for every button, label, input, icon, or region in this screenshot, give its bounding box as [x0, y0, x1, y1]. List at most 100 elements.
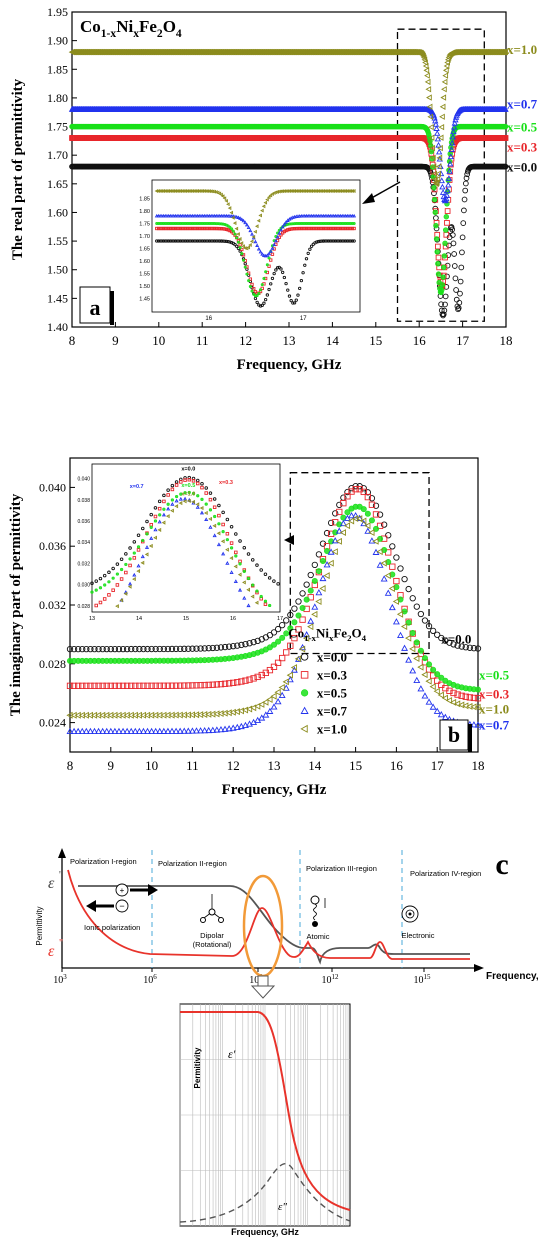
inset-point	[259, 568, 263, 572]
data-point	[434, 677, 441, 684]
inset-point	[261, 253, 266, 258]
data-point	[442, 72, 449, 79]
y-tick-label: 0.036	[39, 539, 66, 553]
data-point	[434, 249, 440, 255]
inset-series	[90, 490, 272, 608]
x-tick-label: 14	[308, 758, 322, 773]
inset-point	[233, 564, 238, 569]
inset-point	[250, 594, 255, 599]
data-point	[111, 645, 119, 653]
inset-point	[246, 576, 251, 581]
inset-point	[202, 239, 207, 243]
region-label: Polarization III-region	[306, 864, 377, 873]
data-point	[140, 645, 147, 653]
inset-point	[233, 232, 237, 236]
inset-point	[298, 226, 302, 231]
inset-point	[258, 213, 262, 218]
data-point	[83, 645, 90, 653]
inset-point	[326, 239, 331, 243]
inset-point	[229, 541, 234, 545]
inset-point	[132, 540, 137, 544]
data-point	[136, 645, 143, 653]
data-point	[441, 264, 447, 271]
data-point	[303, 634, 310, 642]
inset-point	[216, 239, 220, 243]
inset-point	[352, 222, 356, 226]
data-point	[462, 644, 469, 651]
inset-point	[294, 226, 298, 231]
data-point	[262, 711, 270, 718]
inset-point	[90, 590, 94, 594]
data-point	[436, 154, 443, 161]
data-point	[435, 271, 442, 277]
data-point	[364, 489, 371, 496]
inset-point	[136, 548, 141, 552]
inset-point	[224, 198, 228, 203]
inset-y-tick: 1.45	[139, 297, 150, 303]
formula-part: Ni	[116, 17, 133, 36]
data-point	[421, 655, 428, 662]
data-point	[360, 506, 367, 513]
data-point	[82, 727, 90, 735]
data-point	[176, 727, 184, 734]
data-point	[107, 727, 115, 735]
data-point	[435, 141, 442, 148]
x-tick-label: 12	[239, 333, 252, 348]
nucleus-icon	[408, 912, 412, 916]
data-point	[389, 571, 396, 578]
mechanism-label: (Rotational)	[193, 940, 232, 949]
data-point	[123, 645, 131, 653]
inset-point	[250, 282, 254, 287]
data-point	[372, 502, 380, 509]
y-tick-label: 1.55	[47, 234, 68, 248]
data-point	[441, 694, 448, 702]
series-label: x=0.5	[507, 120, 538, 135]
inset-point	[294, 298, 298, 302]
data-point	[290, 664, 298, 671]
data-point	[381, 547, 388, 554]
inset-imag-label: ε"	[278, 1201, 287, 1213]
data-point	[454, 691, 461, 698]
data-point	[103, 727, 111, 735]
data-point	[266, 666, 274, 674]
data-point	[449, 133, 456, 140]
data-point	[205, 726, 213, 734]
data-point	[311, 603, 319, 610]
y-tick-label: 1.70	[47, 148, 68, 162]
data-point	[428, 123, 434, 131]
inset-point	[263, 602, 268, 606]
inset-point	[235, 244, 239, 248]
inset-point	[292, 227, 297, 231]
data-point	[152, 645, 159, 653]
inset-point	[200, 497, 204, 501]
inset-point	[239, 241, 244, 246]
data-point	[434, 130, 441, 136]
panel-letter: b	[448, 722, 460, 747]
legend-title: Co1-xNixFe2O4	[288, 625, 366, 643]
inset-point	[107, 580, 111, 584]
data-point	[445, 181, 452, 188]
tick-base: 10	[53, 975, 63, 986]
inset-point	[119, 557, 124, 561]
inset-point	[248, 243, 252, 247]
inset-point	[272, 271, 276, 276]
inset-point	[225, 561, 230, 565]
inset-point	[289, 227, 293, 231]
inset-point	[298, 286, 302, 291]
inset-point	[202, 226, 207, 231]
data-point	[91, 645, 98, 653]
data-point	[385, 559, 392, 566]
data-point	[148, 645, 155, 653]
data-point	[115, 727, 123, 735]
x-axis-label: Frequency, Hz	[486, 971, 542, 982]
inset-point	[199, 239, 203, 243]
inset-point	[352, 189, 356, 193]
inset-point	[244, 246, 249, 251]
data-point	[431, 190, 437, 197]
inset-point	[179, 492, 183, 496]
inset-point	[265, 197, 269, 202]
data-point	[270, 692, 277, 700]
inset-point	[349, 239, 353, 243]
dipole-atom-icon	[208, 908, 216, 916]
inset-point	[232, 221, 237, 226]
